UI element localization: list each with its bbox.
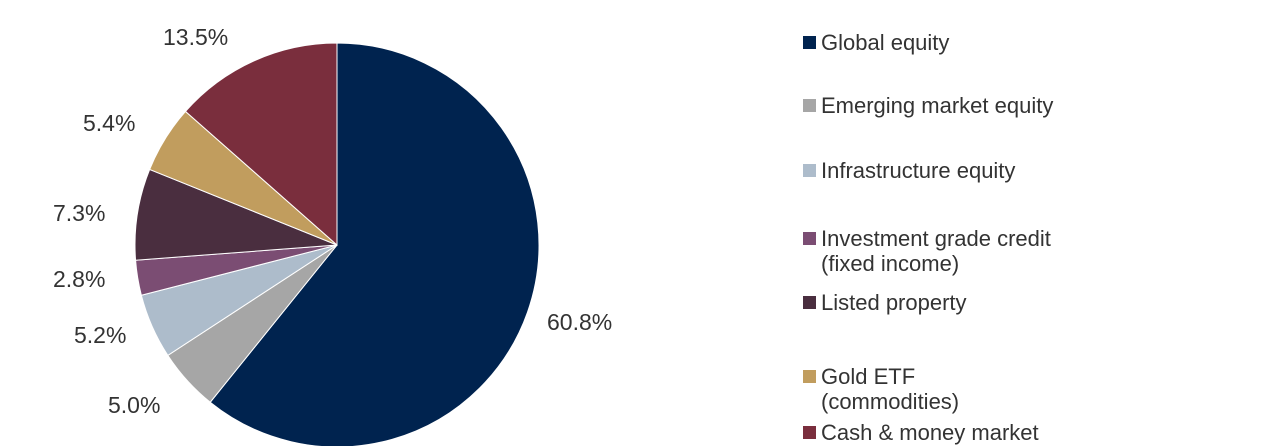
legend-item-global-equity: Global equity [803,30,949,55]
legend-item-listed-property: Listed property [803,290,967,315]
legend-label-line: Gold ETF [821,364,916,389]
value-label-infrastructure-equity: 5.2% [74,322,126,348]
value-label-emerging-market-equity: 5.0% [108,392,160,418]
legend-item-gold-etf-commodities: Gold ETF (commodities) [803,364,959,414]
legend-label: Listed property [821,290,967,315]
chart-legend: Global equity Emerging market equity Infra… [803,0,1273,446]
legend-label-line: (fixed income) [821,251,960,276]
value-label-investment-grade-credit-fixed-income: 2.8% [53,266,105,292]
pie-slices [134,42,540,446]
pie-chart: 60.8% 5.0% 5.2% 2.8% 7.3% 5.4% 13.5% [53,24,612,446]
legend-label-line: Emerging market equity [821,93,1054,118]
legend-item-cash-money-market: Cash & money market [803,420,1039,445]
legend-swatch [803,99,816,112]
legend-label: Cash & money market [821,420,1039,445]
legend-swatch [803,426,816,439]
legend-label-line: Cash & money market [821,420,1039,445]
legend-swatch [803,232,816,245]
legend-swatch [803,36,816,49]
legend-item-emerging-market-equity: Emerging market equity [803,93,1053,118]
pie-slice-global-equity [209,42,540,446]
legend-label-line: Investment grade credit [821,226,1051,251]
value-label-listed-property: 7.3% [53,200,105,226]
legend-swatch [803,164,816,177]
legend-label-line: Global equity [821,30,950,55]
legend-item-investment-grade-credit-fixed-income: Investment grade credit (fixed income) [803,226,1051,276]
value-label-cash-money-market: 13.5% [163,24,228,50]
legend-label: Gold ETF (commodities) [821,364,959,414]
value-label-global-equity: 60.8% [547,309,612,335]
legend-label-line: Listed property [821,290,967,315]
legend-label: Investment grade credit (fixed income) [821,226,1051,276]
legend-label: Global equity [821,30,949,55]
pie-value-labels: 60.8% 5.0% 5.2% 2.8% 7.3% 5.4% 13.5% [53,24,612,418]
legend-swatch [803,296,816,309]
legend-label-line: (commodities) [821,389,960,414]
legend-label-line: Infrastructure equity [821,158,1016,183]
legend-label: Emerging market equity [821,93,1053,118]
pie-slice-cash-money-market [184,42,338,247]
legend-swatch [803,370,816,383]
legend-label: Infrastructure equity [821,158,1015,183]
legend-item-infrastructure-equity: Infrastructure equity [803,158,1015,183]
value-label-gold-etf-commodities: 5.4% [83,110,135,136]
